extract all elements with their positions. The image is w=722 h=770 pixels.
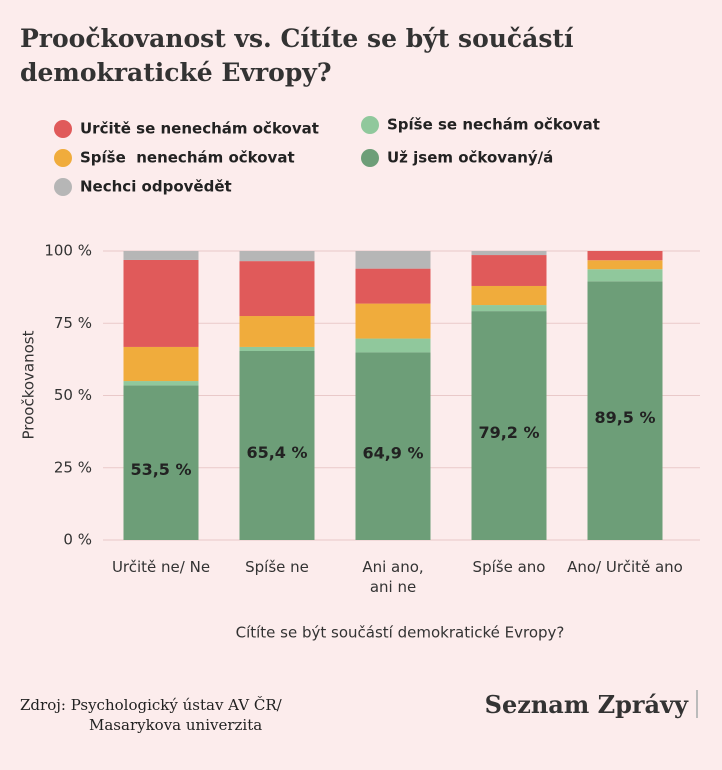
legend-swatch (54, 149, 72, 167)
logo: Seznam Zprávy (485, 690, 689, 719)
y-tick-label: 0 % (63, 531, 92, 549)
bar-segment (123, 251, 199, 260)
value-label: 79,2 % (478, 423, 539, 442)
x-tick-label: Ani ano, ani ne (362, 558, 424, 596)
source: Zdroj: Psychologický ústav AV ČR/ (20, 696, 283, 714)
y-tick-label: 25 % (54, 458, 92, 476)
x-tick-label: Spíše ne (245, 558, 309, 576)
bar-segment (355, 251, 431, 269)
bar-segment (471, 255, 547, 286)
bar-segment (355, 352, 431, 540)
y-axis-label: Proočkovanost (20, 330, 38, 439)
x-tick-label: Určitě ne/ Ne (111, 558, 211, 576)
chart-title: demokratické Evropy? (20, 58, 332, 87)
legend-label: Spíše se nechám očkovat (387, 116, 600, 134)
bar-segment (355, 303, 431, 339)
bar-segment (123, 346, 199, 382)
value-label: 65,4 % (246, 443, 307, 462)
value-label: 53,5 % (130, 460, 191, 479)
y-tick-label: 100 % (44, 242, 92, 260)
x-axis-label: Cítíte se být součástí demokratické Evro… (236, 624, 565, 642)
bar-segment (355, 268, 431, 304)
bar-segment (587, 281, 663, 540)
x-tick-label: Spíše ano (472, 558, 546, 576)
legend-label: Už jsem očkovaný/á (387, 149, 553, 167)
bar-segment (471, 305, 547, 312)
bar-segment (587, 260, 663, 270)
x-tick-label: Ano/ Určitě ano (567, 558, 683, 576)
bar-segment (355, 338, 431, 353)
value-label: 89,5 % (594, 408, 655, 427)
legend-swatch (54, 120, 72, 138)
legend-swatch (361, 116, 379, 134)
bar-segment (471, 285, 547, 306)
bar-segment (587, 269, 663, 282)
value-label: 64,9 % (362, 444, 423, 463)
bar-segment (123, 381, 199, 386)
source: Masarykova univerzita (89, 716, 262, 734)
bar-segment (239, 316, 315, 347)
chart-title: Proočkovanost vs. Cítíte se být součástí (20, 24, 574, 53)
y-tick-label: 50 % (54, 386, 92, 404)
bar-segment (239, 346, 315, 351)
legend-label: Nechci odpovědět (80, 178, 232, 196)
bar-segment (239, 350, 315, 540)
bar-segment (239, 251, 315, 262)
bar-segment (587, 251, 663, 261)
legend-swatch (361, 149, 379, 167)
legend-label: Určitě se nenechám očkovat (80, 120, 319, 138)
legend-label: Spíše nenechám očkovat (80, 149, 295, 167)
bar-segment (123, 259, 199, 347)
bar-segment (471, 251, 547, 256)
y-tick-label: 75 % (54, 314, 92, 332)
bar-segment (471, 311, 547, 540)
bar-segment (239, 261, 315, 317)
bar-segment (123, 385, 199, 540)
legend-swatch (54, 178, 72, 196)
